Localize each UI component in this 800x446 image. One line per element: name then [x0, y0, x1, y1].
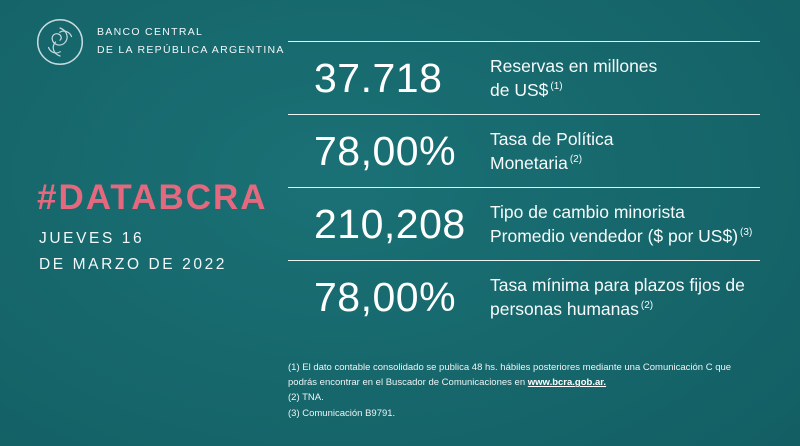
- footnote-2: (2) TNA.: [288, 392, 324, 404]
- stat-label: Tipo de cambio minorista Promedio vended…: [490, 200, 760, 248]
- stat-row-tasa-plazos-fijos: 78,00% Tasa mínima para plazos fijos de …: [288, 260, 760, 333]
- stat-label: Reservas en millones de US$ (1): [490, 54, 760, 102]
- stat-label-line2: Promedio vendedor ($ por US$): [490, 226, 739, 246]
- stat-value: 210,208: [314, 200, 466, 247]
- footnote-3: (3) Comunicación B9791.: [288, 407, 396, 419]
- stat-value: 78,00%: [314, 273, 457, 320]
- brand-name: BANCO CENTRAL DE LA REPÚBLICA ARGENTINA: [97, 24, 285, 60]
- stat-label-line1: Reservas en millones: [490, 55, 658, 76]
- brand-name-line2: DE LA REPÚBLICA ARGENTINA: [97, 44, 285, 56]
- bcra-logo-icon: [36, 18, 84, 66]
- stat-value: 37.718: [314, 54, 443, 101]
- stat-label-line2: de US$: [490, 80, 549, 100]
- footnote-ref: (1): [550, 81, 563, 93]
- stat-label-line2: personas humanas: [490, 299, 639, 319]
- bcra-url-link[interactable]: www.bcra.gob.ar.: [527, 377, 607, 389]
- stat-label-line1: Tasa mínima para plazos fijos de: [490, 274, 745, 295]
- stat-value: 78,00%: [314, 127, 457, 174]
- brand-name-line1: BANCO CENTRAL: [97, 26, 204, 39]
- brand-header: BANCO CENTRAL DE LA REPÚBLICA ARGENTINA: [36, 18, 285, 66]
- footnote-ref: (3): [740, 227, 753, 239]
- footnote-ref: (2): [569, 154, 583, 166]
- stat-label-line2: Monetaria: [490, 153, 568, 173]
- stat-row-reservas: 37.718 Reservas en millones de US$ (1): [288, 41, 760, 114]
- footnote-ref: (2): [640, 300, 654, 312]
- stat-label: Tasa mínima para plazos fijos de persona…: [490, 273, 760, 321]
- stats-panel: 37.718 Reservas en millones de US$ (1) 78…: [288, 41, 760, 333]
- stat-label-line1: Tipo de cambio minorista: [490, 201, 685, 222]
- stat-row-tasa-politica: 78,00% Tasa de Política Monetaria (2): [288, 114, 760, 187]
- stat-label-line1: Tasa de Política: [490, 128, 614, 149]
- date-block: JUEVES 16 DE MARZO DE 2022: [39, 226, 227, 277]
- footnote-1: (1) El dato contable consolidado se publ…: [288, 360, 744, 390]
- stat-label: Tasa de Política Monetaria (2): [490, 127, 760, 175]
- date-line1: JUEVES 16: [39, 230, 145, 247]
- date-line2: DE MARZO DE 2022: [39, 255, 228, 273]
- hashtag-title: #DATABCRA: [37, 178, 268, 217]
- stat-row-tipo-cambio: 210,208 Tipo de cambio minorista Promedi…: [288, 187, 760, 260]
- footnotes: (1) El dato contable consolidado se publ…: [288, 360, 744, 421]
- footnote-1-text: (1) El dato contable consolidado se publ…: [288, 362, 732, 389]
